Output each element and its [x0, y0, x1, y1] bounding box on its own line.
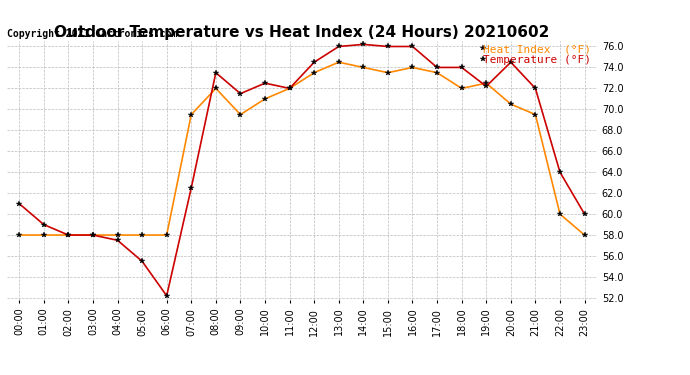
Heat Index  (°F): [64, 233, 72, 237]
Heat Index  (°F): [89, 233, 97, 237]
Temperature (°F): [531, 86, 540, 91]
Temperature (°F): [138, 259, 146, 264]
Temperature (°F): [163, 294, 171, 298]
Temperature (°F): [310, 60, 318, 64]
Heat Index  (°F): [580, 233, 589, 237]
Heat Index  (°F): [556, 212, 564, 216]
Temperature (°F): [482, 84, 491, 88]
Legend: Heat Index  (°F), Temperature (°F): Heat Index (°F), Temperature (°F): [483, 44, 591, 65]
Temperature (°F): [15, 201, 23, 206]
Heat Index  (°F): [482, 81, 491, 86]
Temperature (°F): [408, 44, 417, 49]
Temperature (°F): [286, 86, 294, 91]
Heat Index  (°F): [187, 112, 195, 117]
Heat Index  (°F): [39, 233, 48, 237]
Heat Index  (°F): [163, 233, 171, 237]
Temperature (°F): [457, 65, 466, 70]
Temperature (°F): [580, 212, 589, 216]
Heat Index  (°F): [212, 86, 220, 91]
Temperature (°F): [261, 81, 269, 86]
Heat Index  (°F): [433, 70, 441, 75]
Title: Outdoor Temperature vs Heat Index (24 Hours) 20210602: Outdoor Temperature vs Heat Index (24 Ho…: [55, 25, 549, 40]
Heat Index  (°F): [236, 112, 244, 117]
Heat Index  (°F): [384, 70, 392, 75]
Temperature (°F): [89, 233, 97, 237]
Line: Heat Index  (°F): Heat Index (°F): [17, 59, 587, 238]
Temperature (°F): [384, 44, 392, 49]
Heat Index  (°F): [138, 233, 146, 237]
Temperature (°F): [556, 170, 564, 174]
Temperature (°F): [433, 65, 441, 70]
Temperature (°F): [506, 60, 515, 64]
Heat Index  (°F): [310, 70, 318, 75]
Heat Index  (°F): [531, 112, 540, 117]
Temperature (°F): [212, 70, 220, 75]
Heat Index  (°F): [335, 60, 343, 64]
Heat Index  (°F): [408, 65, 417, 70]
Line: Temperature (°F): Temperature (°F): [17, 42, 587, 298]
Temperature (°F): [187, 186, 195, 190]
Temperature (°F): [64, 233, 72, 237]
Heat Index  (°F): [359, 65, 368, 70]
Heat Index  (°F): [506, 102, 515, 106]
Temperature (°F): [335, 44, 343, 49]
Heat Index  (°F): [15, 233, 23, 237]
Heat Index  (°F): [113, 233, 121, 237]
Temperature (°F): [113, 238, 121, 243]
Temperature (°F): [236, 92, 244, 96]
Heat Index  (°F): [261, 97, 269, 101]
Text: Copyright 2021 Cartronics.com: Copyright 2021 Cartronics.com: [7, 29, 177, 39]
Temperature (°F): [359, 42, 368, 46]
Heat Index  (°F): [286, 86, 294, 91]
Heat Index  (°F): [457, 86, 466, 91]
Temperature (°F): [39, 222, 48, 227]
